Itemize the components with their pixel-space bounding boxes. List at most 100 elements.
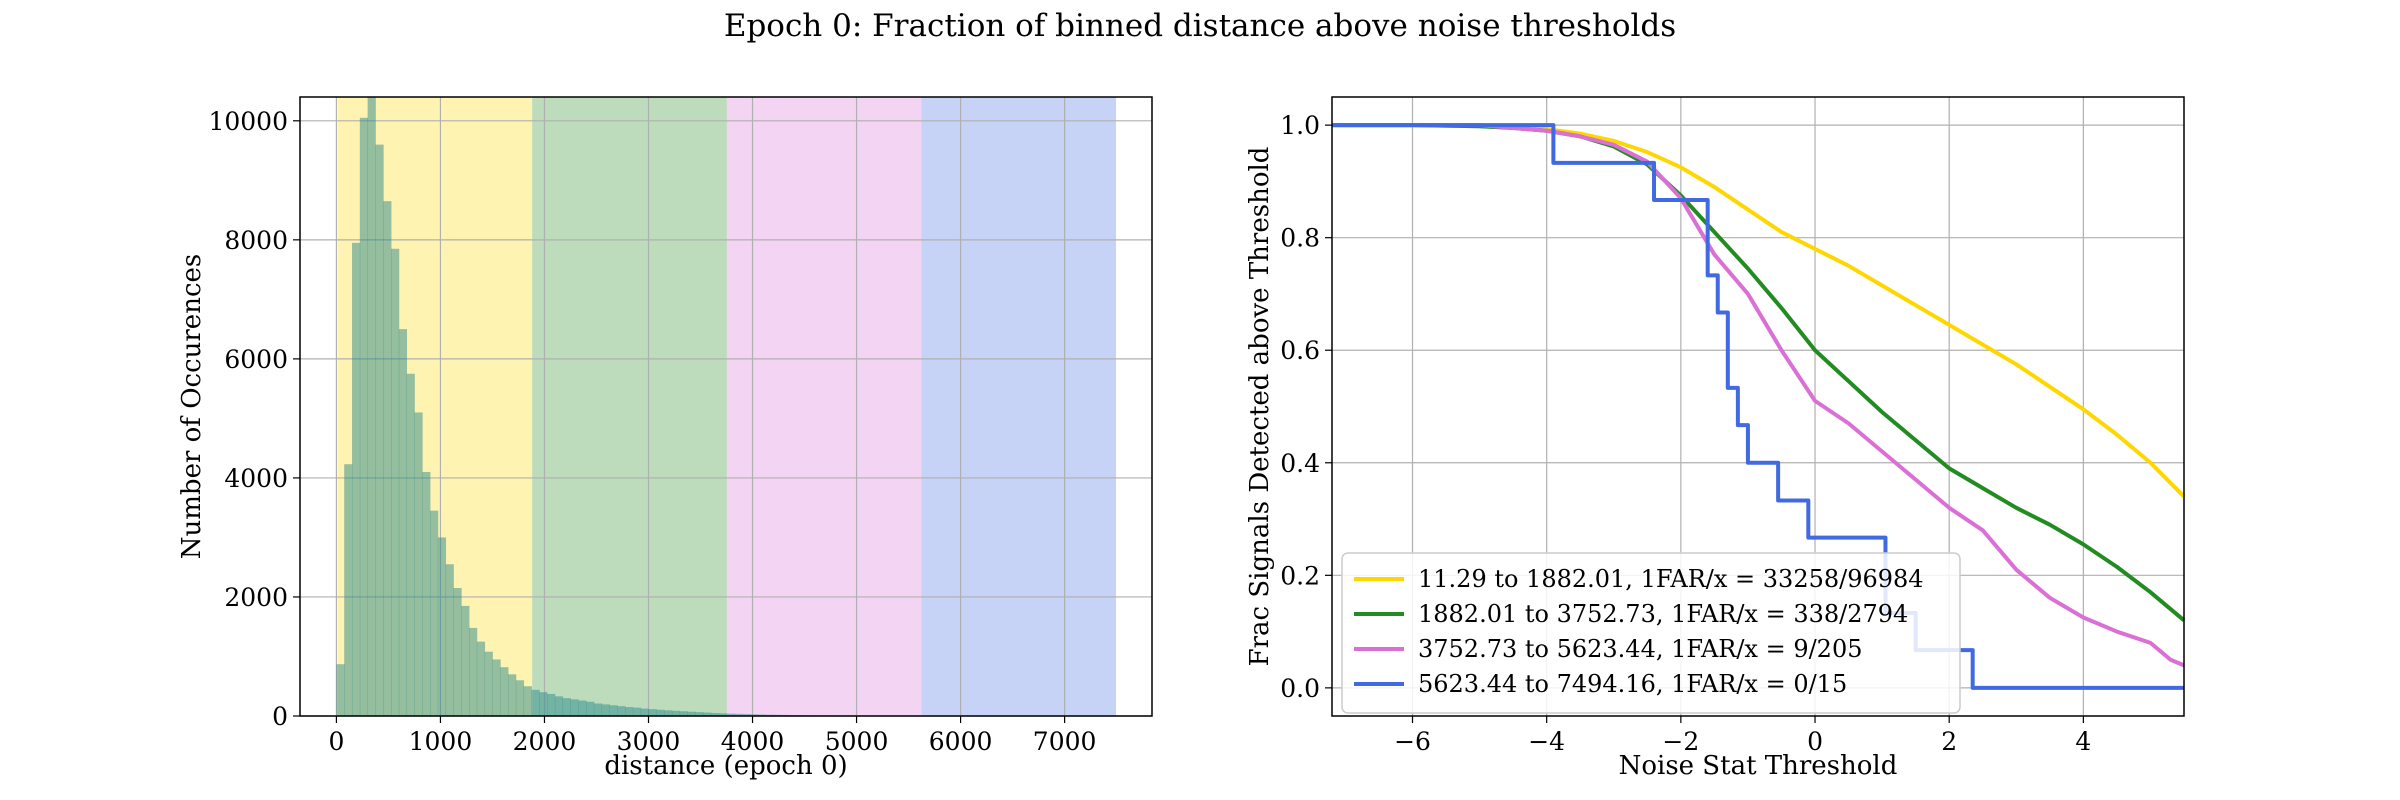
y-tick-label: 0 — [272, 702, 288, 731]
histogram-bar — [352, 242, 361, 716]
histogram-bar — [422, 471, 431, 716]
distance-band-2 — [532, 97, 727, 716]
histogram-bar — [492, 659, 501, 716]
histogram-bar — [523, 686, 532, 716]
x-tick-label: −6 — [1394, 727, 1431, 756]
histogram-y-axis-label: Number of Occurences — [177, 254, 207, 559]
legend-box — [1341, 552, 1961, 714]
histogram-bar — [469, 627, 478, 716]
y-tick-label: 8000 — [224, 226, 288, 255]
histogram-bar — [562, 698, 571, 716]
x-tick-label: −4 — [1528, 727, 1565, 756]
histogram-bar — [367, 97, 376, 716]
histogram-bar — [391, 248, 400, 716]
histogram-bar — [508, 674, 517, 716]
x-tick-label: 0 — [328, 727, 344, 756]
histogram-bar — [359, 117, 369, 717]
series-line-2 — [1332, 123, 2186, 622]
curves-ticks: −6 −4 −2 0 2 4 0.0 0.2 0.4 0.6 0.8 1.0 — [1280, 111, 2091, 756]
legend-entry: 11.29 to 1882.01, 1FAR/x = 33258/96984 — [1418, 565, 1924, 593]
histogram-bar — [430, 510, 439, 716]
histogram-bar — [531, 689, 540, 716]
x-tick-label: 7000 — [1033, 727, 1097, 756]
histogram-bar — [625, 707, 634, 716]
x-tick-label: 5000 — [825, 727, 889, 756]
legend-entry: 1882.01 to 3752.73, 1FAR/x = 338/2794 — [1418, 600, 1908, 628]
histogram-frame — [299, 96, 1153, 717]
distance-band-4 — [921, 97, 1117, 716]
histogram-bar — [461, 605, 470, 716]
histogram-bar — [617, 706, 626, 716]
histogram-bar — [601, 704, 610, 716]
histogram-bar — [375, 144, 384, 717]
y-tick-label: 1.0 — [1280, 111, 1320, 140]
x-tick-label: 2 — [1941, 727, 1957, 756]
histogram-bar — [687, 711, 696, 716]
histogram-bar — [578, 700, 587, 716]
histogram-bar — [679, 711, 688, 716]
y-tick-label: 2000 — [224, 583, 288, 612]
histogram-bar — [609, 705, 618, 716]
x-tick-label: −2 — [1662, 727, 1699, 756]
legend-entry: 5623.44 to 7494.16, 1FAR/x = 0/15 — [1418, 670, 1847, 698]
y-tick-label: 4000 — [224, 464, 288, 493]
histogram-bar — [445, 564, 454, 716]
y-tick-label: 0.2 — [1280, 561, 1320, 590]
threshold-curves-axes: −6 −4 −2 0 2 4 0.0 0.2 0.4 0.6 0.8 1.0 Noise Stat T… — [1245, 96, 2186, 781]
histogram-bar — [656, 709, 665, 716]
distance-band-3 — [726, 97, 922, 716]
histogram-bar — [718, 713, 727, 716]
distance-bands — [337, 97, 1117, 716]
x-tick-label: 0 — [1807, 727, 1823, 756]
histogram-bar — [484, 651, 493, 716]
curves-x-axis-label: Noise Stat Threshold — [1619, 751, 1898, 781]
curves-y-axis-label: Frac Signals Detected above Threshold — [1245, 147, 1275, 667]
histogram-bar — [749, 714, 759, 716]
x-tick-label: 3000 — [617, 727, 681, 756]
histogram-bar — [406, 373, 415, 716]
y-tick-label: 0.8 — [1280, 224, 1320, 253]
histogram-bar — [726, 713, 735, 716]
histogram-bar — [664, 710, 673, 716]
histogram-bar — [336, 664, 345, 716]
legend-entry: 3752.73 to 5623.44, 1FAR/x = 9/205 — [1418, 635, 1863, 663]
series-line-3 — [1332, 123, 2185, 668]
histogram-bar — [414, 412, 423, 716]
curves-legend: 11.29 to 1882.01, 1FAR/x = 33258/96984 18… — [1341, 552, 1961, 714]
histogram-bar — [383, 201, 392, 716]
histogram-x-axis-label: distance (epoch 0) — [604, 751, 847, 781]
histogram-bar — [671, 710, 681, 716]
x-tick-label: 4 — [2075, 727, 2091, 756]
histogram-bar — [632, 707, 642, 716]
histogram-bar — [344, 464, 353, 716]
x-tick-label: 6000 — [929, 727, 993, 756]
y-tick-label: 6000 — [224, 345, 288, 374]
histogram-bar — [398, 329, 408, 716]
y-tick-label: 10000 — [208, 107, 288, 136]
y-tick-label: 0.0 — [1280, 674, 1320, 703]
y-tick-label: 0.4 — [1280, 449, 1320, 478]
histogram-bar — [586, 701, 595, 716]
histogram-ticks: 0 1000 2000 3000 4000 5000 6000 7000 0 2000 4000 60… — [208, 107, 1096, 756]
histogram-bar — [742, 714, 751, 716]
histogram-bar — [476, 641, 486, 716]
histogram-bar — [554, 696, 564, 716]
histogram-bar — [695, 712, 704, 716]
histogram-bar — [515, 680, 525, 716]
histogram-bar — [640, 708, 649, 716]
histogram-bar — [500, 667, 509, 716]
histogram-bar — [734, 713, 743, 716]
histogram-bar — [703, 712, 712, 716]
x-tick-label: 2000 — [513, 727, 577, 756]
x-tick-label: 4000 — [721, 727, 785, 756]
curves-lines — [1332, 123, 2186, 690]
histogram-bars — [336, 97, 961, 717]
histogram-bar — [710, 713, 720, 716]
figure-title: Epoch 0: Fraction of binned distance abo… — [723, 8, 1677, 44]
histogram-bar — [648, 709, 657, 716]
histogram-bar — [539, 692, 548, 716]
histogram-axes: 0 1000 2000 3000 4000 5000 6000 7000 0 2000 4000 60… — [177, 96, 1153, 781]
histogram-bar — [547, 693, 556, 716]
